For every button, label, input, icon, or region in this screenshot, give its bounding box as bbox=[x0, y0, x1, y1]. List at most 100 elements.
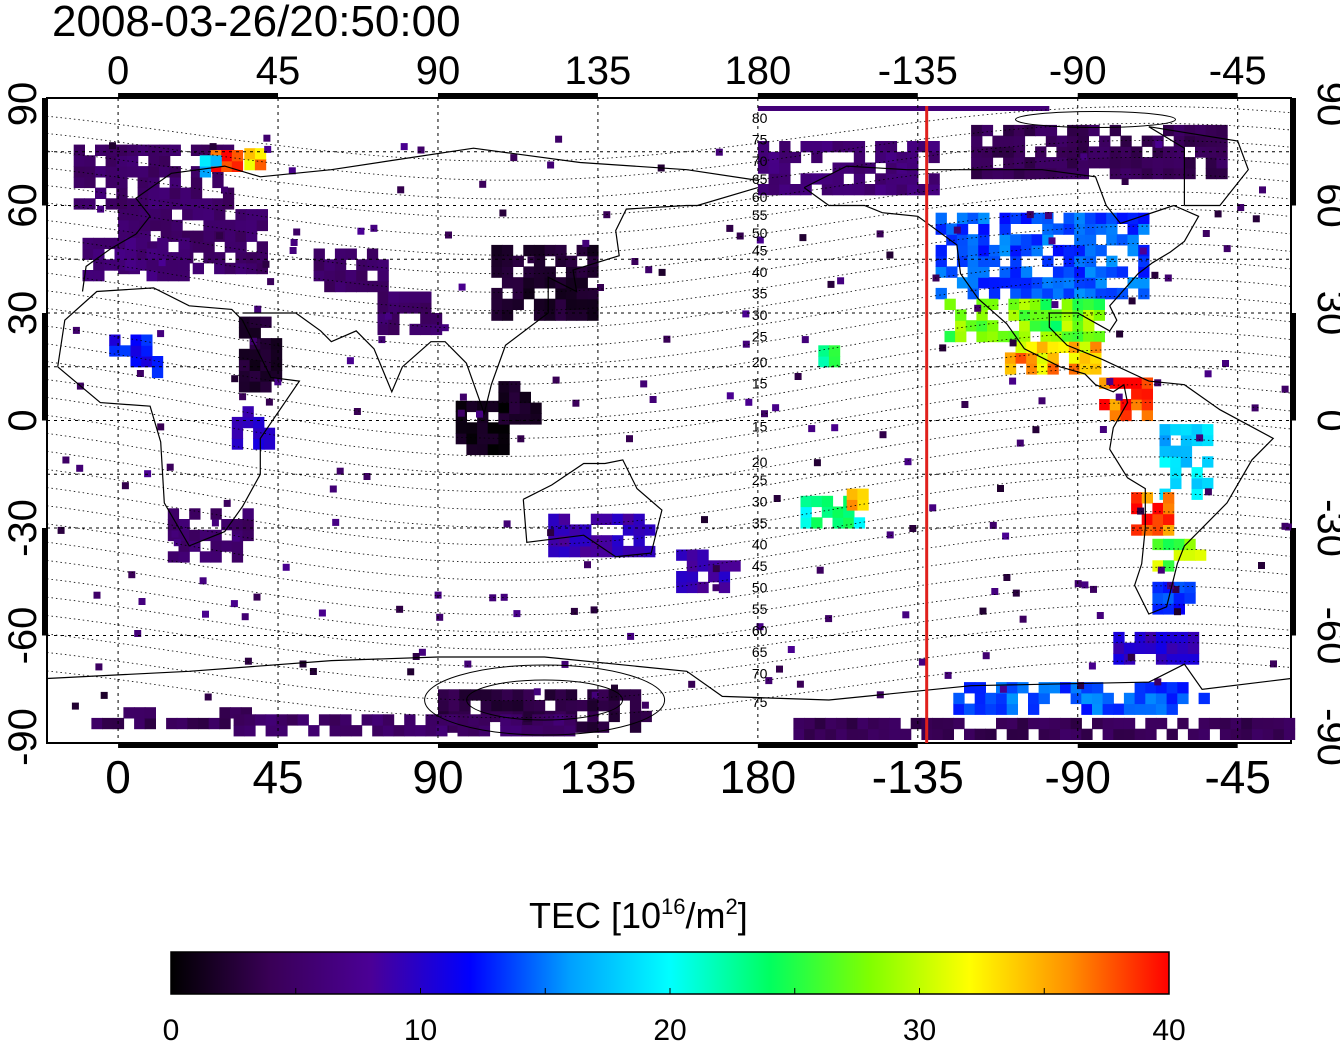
tec-cell bbox=[1166, 692, 1178, 705]
tec-cell bbox=[953, 226, 961, 234]
contour-label: 25 bbox=[752, 329, 768, 345]
tec-cell bbox=[491, 287, 503, 300]
tec-cell bbox=[565, 266, 578, 278]
tec-cell bbox=[523, 689, 535, 701]
axis-tick-bar bbox=[1077, 743, 1238, 748]
tec-cell bbox=[203, 252, 215, 264]
tec-cell bbox=[629, 710, 642, 723]
tec-cell bbox=[141, 334, 153, 346]
tec-cell bbox=[832, 173, 844, 185]
tec-cell bbox=[446, 714, 459, 726]
tec-cell bbox=[498, 381, 510, 393]
tec-cell bbox=[1106, 234, 1118, 246]
tec-cell bbox=[978, 277, 990, 289]
tec-cell bbox=[548, 535, 560, 547]
tec-cell bbox=[73, 155, 85, 167]
tec-cell bbox=[1173, 124, 1185, 137]
tec-cell bbox=[116, 155, 128, 167]
tec-cell bbox=[260, 316, 272, 328]
tec-cell bbox=[622, 545, 635, 558]
tec-cell bbox=[676, 581, 688, 594]
tec-cell bbox=[1024, 157, 1036, 169]
tec-cell bbox=[123, 707, 135, 719]
tec-cell bbox=[1042, 234, 1054, 246]
magnetic-contour bbox=[46, 529, 1292, 598]
tec-cell bbox=[499, 209, 507, 217]
tec-cell bbox=[158, 259, 166, 267]
tec-cell bbox=[510, 714, 523, 726]
tec-cell bbox=[942, 728, 954, 740]
left-tick-label: -90 bbox=[1, 708, 45, 766]
tec-cell bbox=[1063, 244, 1075, 257]
tec-cell bbox=[212, 176, 224, 189]
tec-cell bbox=[127, 155, 139, 167]
tec-cell bbox=[201, 144, 213, 156]
tec-cell bbox=[1134, 703, 1146, 715]
tec-cell bbox=[1209, 717, 1221, 730]
tec-cell bbox=[978, 234, 990, 246]
tec-cell bbox=[210, 155, 222, 167]
tec-cell bbox=[1141, 377, 1153, 389]
tec-cell bbox=[160, 219, 172, 232]
tec-cell bbox=[1010, 234, 1022, 246]
tec-cell bbox=[779, 151, 791, 164]
tec-cell bbox=[1026, 363, 1038, 375]
tec-cell bbox=[1006, 703, 1018, 715]
tec-cell bbox=[224, 262, 236, 275]
tec-cell bbox=[199, 577, 207, 585]
tec-cell bbox=[160, 209, 172, 221]
tec-cell bbox=[1155, 631, 1168, 644]
axis-tick-bar bbox=[437, 743, 598, 748]
tec-cell bbox=[991, 588, 999, 595]
tec-cell bbox=[260, 381, 272, 393]
tec-cell bbox=[564, 725, 576, 737]
tec-cell bbox=[178, 551, 190, 563]
tec-cell bbox=[1187, 631, 1200, 644]
tec-cell bbox=[517, 435, 525, 443]
tec-cell bbox=[209, 143, 217, 151]
tec-cell bbox=[1077, 157, 1089, 169]
tec-cell bbox=[1074, 244, 1086, 257]
tec-cell bbox=[1152, 603, 1164, 615]
tec-cell bbox=[166, 463, 174, 471]
tec-cell bbox=[1109, 409, 1121, 422]
tec-cell bbox=[1088, 662, 1096, 670]
tec-cell bbox=[1145, 631, 1157, 644]
tec-cell bbox=[1141, 513, 1153, 525]
tec-cell bbox=[148, 198, 160, 210]
tec-cell bbox=[1123, 728, 1136, 740]
tec-cell bbox=[768, 173, 780, 185]
tec-cell bbox=[580, 535, 592, 547]
tec-cell bbox=[289, 247, 297, 254]
tec-cell bbox=[487, 433, 499, 445]
tec-cell bbox=[942, 717, 954, 730]
tec-cell bbox=[1019, 298, 1031, 310]
tec-cell bbox=[1202, 434, 1214, 447]
tec-cell bbox=[180, 187, 192, 199]
tec-cell bbox=[1173, 538, 1185, 551]
tec-cell bbox=[1020, 277, 1033, 289]
tec-cell bbox=[498, 413, 510, 425]
tec-cell bbox=[97, 205, 105, 213]
tec-cell bbox=[510, 725, 523, 737]
tec-cell bbox=[1099, 426, 1107, 433]
tec-cell bbox=[231, 519, 244, 531]
tec-cell bbox=[1038, 728, 1050, 740]
top-tick-label: 180 bbox=[724, 49, 791, 93]
tec-cell bbox=[757, 184, 770, 196]
tec-cell bbox=[1191, 467, 1203, 479]
tec-cell bbox=[978, 266, 990, 278]
colorbar-tick-label: 30 bbox=[903, 1014, 936, 1042]
tec-cell bbox=[547, 161, 555, 169]
tec-cell bbox=[1166, 728, 1178, 740]
tec-cell bbox=[1152, 538, 1164, 551]
tec-cell bbox=[1127, 223, 1139, 235]
tec-cell bbox=[825, 615, 833, 623]
tec-cell bbox=[644, 524, 656, 536]
tec-cell bbox=[223, 499, 231, 507]
tec-cell bbox=[1074, 277, 1086, 289]
tec-cell bbox=[329, 714, 341, 726]
tec-cell bbox=[779, 184, 791, 196]
tec-cell bbox=[1134, 728, 1146, 740]
tec-cell bbox=[436, 725, 448, 737]
